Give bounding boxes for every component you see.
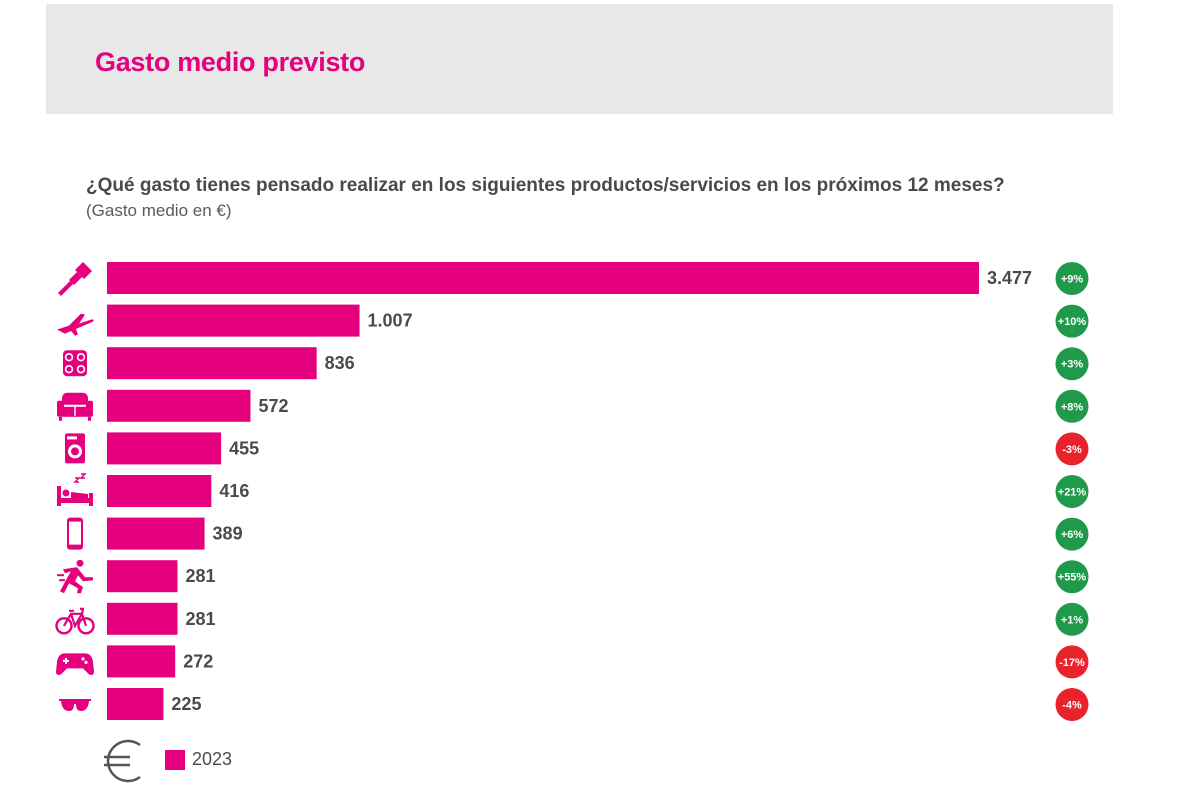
sunglasses-icon — [59, 699, 91, 711]
page-title: Gasto medio previsto — [95, 47, 366, 77]
change-badge — [1055, 389, 1089, 423]
change-label: -17% — [1059, 657, 1085, 669]
bar-value-label: 572 — [258, 396, 288, 416]
washing-machine-icon — [65, 433, 85, 464]
airplane-icon — [57, 313, 94, 336]
bar-value-label: 281 — [185, 609, 215, 629]
change-badge — [1055, 560, 1089, 594]
change-label: +8% — [1061, 401, 1084, 413]
bar — [107, 602, 178, 635]
runner-icon — [57, 559, 93, 594]
gamepad-icon — [56, 653, 94, 675]
change-label: +1% — [1061, 614, 1084, 626]
bar-value-label: 281 — [185, 566, 215, 586]
bar-value-label: 1.007 — [368, 311, 413, 331]
change-label: +21% — [1058, 487, 1087, 499]
sofa-icon — [57, 392, 93, 421]
change-label: +6% — [1061, 529, 1084, 541]
bicycle-icon — [55, 607, 95, 635]
cooktop-icon — [63, 350, 87, 377]
change-badge — [1055, 688, 1089, 721]
legend: 2023 — [100, 736, 260, 786]
euro-icon — [104, 739, 141, 783]
bar — [107, 432, 222, 465]
header-band: Gasto medio previsto — [46, 4, 1113, 114]
legend-label: 2023 — [192, 749, 233, 769]
change-badge — [1055, 262, 1089, 295]
bar-value-label: 416 — [219, 481, 249, 501]
bar — [107, 475, 212, 507]
change-label: -3% — [1062, 444, 1082, 456]
bar-value-label: 3.477 — [987, 268, 1032, 288]
bar — [107, 262, 979, 294]
change-label: +55% — [1058, 572, 1087, 584]
change-badge — [1055, 517, 1089, 551]
legend-swatch — [165, 750, 185, 770]
bar — [107, 560, 178, 593]
bar-value-label: 272 — [183, 651, 213, 671]
bar-value-label: 389 — [213, 524, 243, 544]
bar — [107, 688, 164, 720]
bar-value-label: 836 — [325, 353, 355, 373]
bar — [107, 389, 251, 422]
change-badge — [1055, 347, 1089, 381]
change-label: -4% — [1062, 700, 1082, 712]
chart-question: ¿Qué gasto tienes pensado realizar en lo… — [86, 175, 1005, 196]
change-badge — [1055, 432, 1089, 466]
change-label: +9% — [1061, 274, 1084, 286]
bar-value-label: 455 — [229, 438, 259, 458]
bar — [107, 517, 205, 550]
bar — [107, 304, 360, 337]
bar — [107, 347, 317, 380]
chart-subtitle: (Gasto medio en €) — [86, 201, 232, 220]
change-badge — [1055, 602, 1089, 636]
change-label: +3% — [1061, 359, 1084, 371]
bed-icon — [57, 473, 93, 506]
change-badge — [1055, 304, 1089, 338]
change-badge — [1055, 475, 1089, 508]
smartphone-icon — [67, 517, 83, 550]
change-badge — [1055, 645, 1089, 679]
paint-roller-icon — [58, 262, 92, 296]
change-label: +10% — [1058, 316, 1087, 328]
bar-value-label: 225 — [171, 694, 201, 714]
bar — [107, 645, 176, 678]
